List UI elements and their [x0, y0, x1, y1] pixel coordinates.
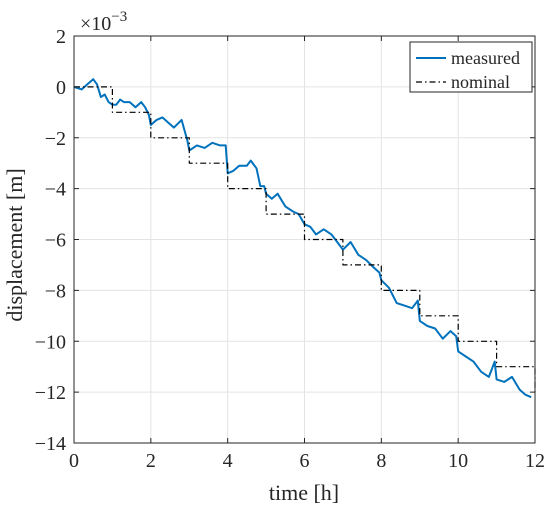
- y-tick-label: 2: [56, 26, 66, 48]
- x-tick-label: 4: [223, 450, 233, 472]
- x-tick-label: 10: [448, 450, 468, 472]
- x-tick-label: 0: [69, 450, 79, 472]
- series-line-nominal: [74, 86, 536, 393]
- y-axis-title: displacement [m]: [2, 168, 27, 321]
- y-tick-label: −12: [35, 382, 66, 404]
- legend-box: [409, 41, 533, 93]
- ticks: [73, 35, 536, 444]
- y-tick-label: −14: [35, 433, 66, 455]
- x-tick-label: 2: [146, 450, 156, 472]
- legend-label-nominal: nominal: [451, 72, 510, 92]
- x-tick-label: 6: [300, 450, 310, 472]
- series-line-measured: [73, 78, 532, 399]
- legend-label-measured: measured: [451, 48, 520, 68]
- y-exponent-label: ×10−3: [80, 9, 127, 35]
- y-tick-label: −4: [45, 179, 66, 201]
- x-tick-label: 12: [525, 450, 545, 472]
- y-tick-label: −10: [35, 331, 66, 353]
- y-tick-label: −2: [45, 128, 66, 150]
- x-tick-label: 8: [376, 450, 386, 472]
- series-layer: [73, 78, 536, 399]
- y-tick-label: −8: [45, 280, 66, 302]
- y-tick-label: −6: [45, 230, 66, 252]
- x-axis-title: time [h]: [269, 480, 339, 505]
- tick-labels: 0 2 4 6 8 10 12 −14 −12 −10 −8 −6 −4 −2 0 2: [35, 26, 545, 472]
- y-tick-label: 0: [56, 77, 66, 99]
- legend: measured nominal: [409, 41, 533, 93]
